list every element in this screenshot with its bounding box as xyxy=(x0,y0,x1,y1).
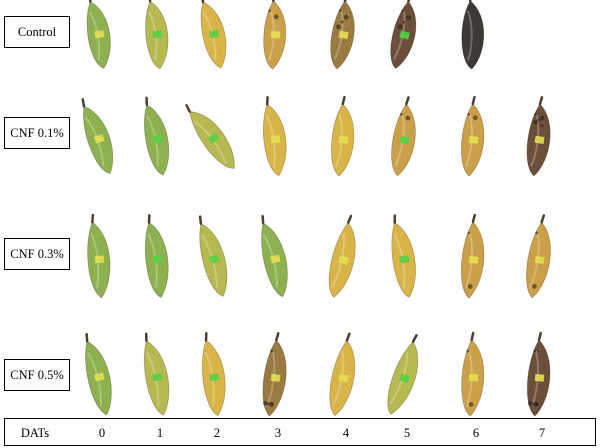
banana-r0-c6 xyxy=(461,0,485,70)
row-label-cnf-0-1: CNF 0.1% xyxy=(4,117,70,149)
banana-r0-c5 xyxy=(390,0,417,69)
banana-r1-c4 xyxy=(331,95,355,177)
dat-axis-label: DATs xyxy=(20,426,50,440)
banana-r2-c1 xyxy=(144,214,169,299)
banana-r1-c2 xyxy=(185,104,235,169)
dat-1: 1 xyxy=(156,426,164,440)
banana-photo-grid xyxy=(81,0,551,417)
dat-6: 6 xyxy=(472,426,480,440)
banana-r3-c1 xyxy=(143,332,170,416)
banana-r3-c6 xyxy=(461,331,485,417)
banana-r1-c5 xyxy=(391,96,416,177)
dat-3: 3 xyxy=(274,426,282,440)
row-label-cnf-0-5: CNF 0.5% xyxy=(4,359,70,391)
banana-r3-c0 xyxy=(85,332,112,416)
banana-r0-c2 xyxy=(200,0,227,69)
banana-r0-c4 xyxy=(330,0,355,70)
banana-r3-c3 xyxy=(262,332,287,417)
banana-r2-c5 xyxy=(391,214,416,298)
banana-r2-c7 xyxy=(526,214,551,299)
banana-r1-c3 xyxy=(262,96,287,177)
dat-2: 2 xyxy=(213,426,221,440)
banana-r0-c3 xyxy=(263,0,287,70)
row-label-control: Control xyxy=(4,16,70,48)
banana-r3-c2 xyxy=(201,332,226,417)
banana-r2-c3 xyxy=(261,214,288,298)
banana-r1-c1 xyxy=(144,96,170,176)
banana-r2-c4 xyxy=(328,214,356,298)
dat-0: 0 xyxy=(98,426,106,440)
banana-r1-c7 xyxy=(526,96,551,177)
banana-r3-c7 xyxy=(526,331,551,417)
banana-r1-c6 xyxy=(461,95,485,177)
banana-r2-c0 xyxy=(87,213,111,299)
banana-r3-c5 xyxy=(387,334,419,415)
banana-r2-c6 xyxy=(460,213,485,299)
row-label-cnf-0-3: CNF 0.3% xyxy=(4,238,70,270)
dat-4: 4 xyxy=(342,426,350,440)
dat-7: 7 xyxy=(538,426,546,440)
dat-5: 5 xyxy=(403,426,411,440)
banana-r0-c0 xyxy=(86,0,111,69)
banana-r3-c4 xyxy=(329,332,356,417)
banana-r1-c0 xyxy=(81,98,114,175)
banana-r2-c2 xyxy=(198,215,228,297)
banana-r0-c1 xyxy=(145,0,169,70)
dat-axis-bar: DATs 0 1 2 3 4 5 6 7 xyxy=(4,418,596,446)
